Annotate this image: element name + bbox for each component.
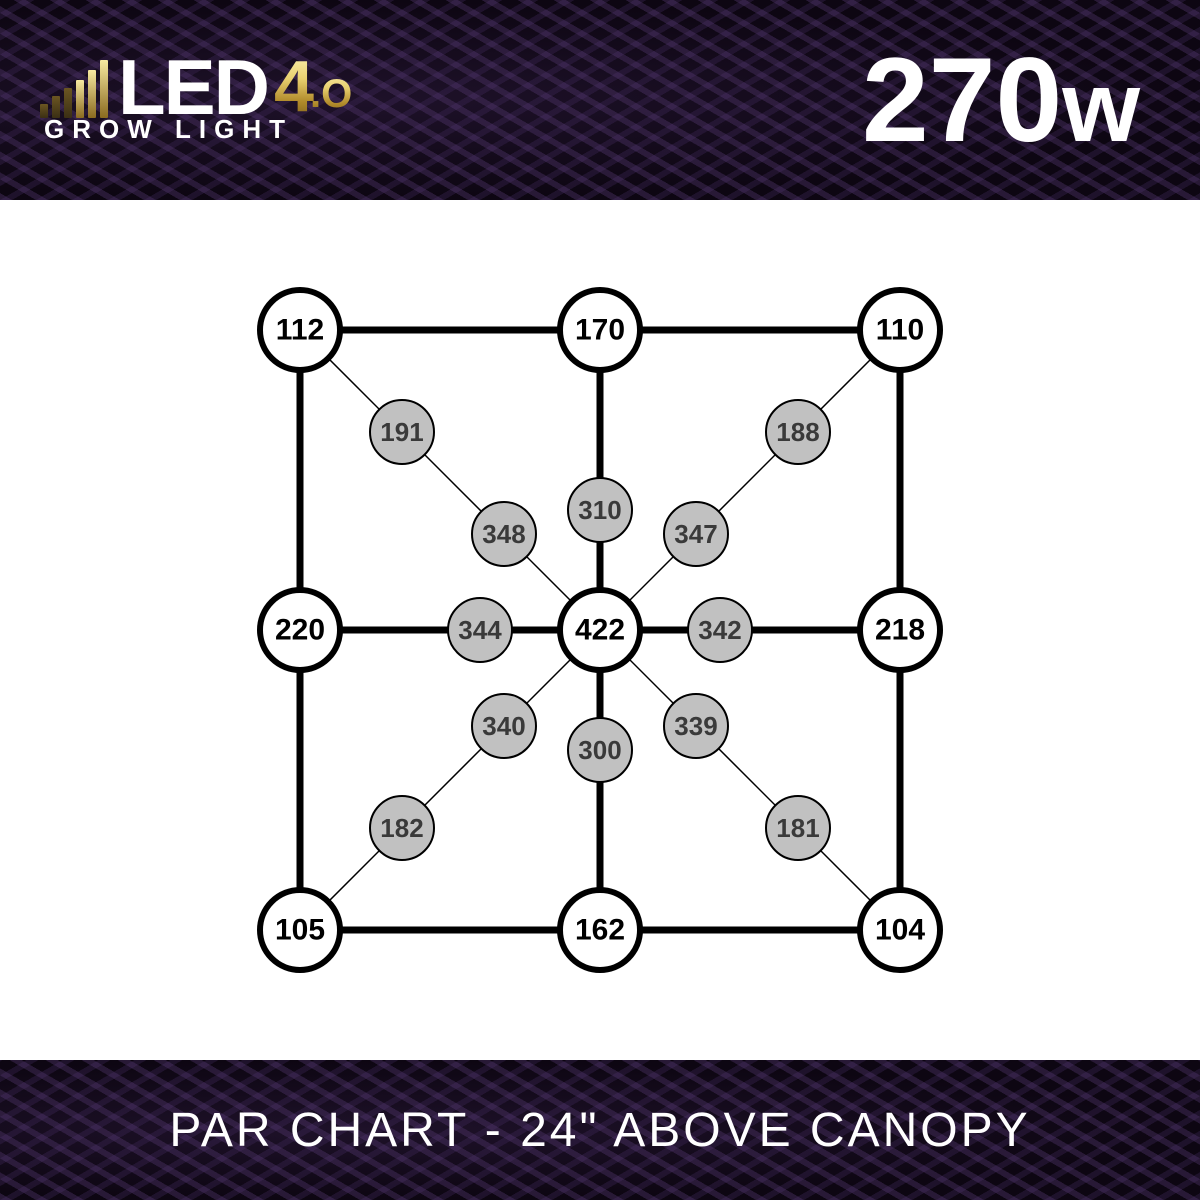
outer-node-mr: 218 (860, 590, 940, 670)
wattage-unit: w (1062, 51, 1140, 163)
svg-text:191: 191 (380, 417, 423, 447)
inner-node: 188 (766, 400, 830, 464)
inner-node: 310 (568, 478, 632, 542)
svg-text:422: 422 (575, 614, 625, 647)
inner-node: 348 (472, 502, 536, 566)
svg-text:218: 218 (875, 614, 925, 647)
footer-banner: PAR CHART - 24" ABOVE CANOPY (0, 1060, 1200, 1200)
svg-text:104: 104 (875, 914, 925, 947)
svg-text:162: 162 (575, 914, 625, 947)
svg-text:339: 339 (674, 711, 717, 741)
outer-node-br: 104 (860, 890, 940, 970)
header-banner: LED 4 .O GROW LIGHT 270w (0, 0, 1200, 200)
svg-text:112: 112 (276, 314, 324, 347)
inner-node: 347 (664, 502, 728, 566)
outer-node-tl: 112 (260, 290, 340, 370)
brand-logo: LED 4 .O GROW LIGHT (40, 56, 352, 145)
outer-node-tc: 170 (560, 290, 640, 370)
svg-text:310: 310 (578, 495, 621, 525)
wattage-value: 270 (862, 33, 1062, 167)
svg-text:344: 344 (458, 615, 502, 645)
svg-text:347: 347 (674, 519, 717, 549)
inner-node: 182 (370, 796, 434, 860)
logo-version-suffix: .O (310, 74, 352, 114)
inner-node: 344 (448, 598, 512, 662)
svg-text:300: 300 (578, 735, 621, 765)
inner-node: 300 (568, 718, 632, 782)
outer-node-ml: 220 (260, 590, 340, 670)
svg-text:220: 220 (275, 614, 325, 647)
wattage-label: 270w (862, 40, 1140, 160)
footer-title: PAR CHART - 24" ABOVE CANOPY (169, 1103, 1030, 1158)
svg-text:105: 105 (275, 914, 325, 947)
svg-text:340: 340 (482, 711, 525, 741)
svg-text:348: 348 (482, 519, 525, 549)
outer-node-bl: 105 (260, 890, 340, 970)
svg-text:110: 110 (876, 314, 924, 347)
logo-subtitle: GROW LIGHT (44, 114, 352, 145)
inner-node: 339 (664, 694, 728, 758)
inner-node: 181 (766, 796, 830, 860)
inner-node: 342 (688, 598, 752, 662)
outer-node-tr: 110 (860, 290, 940, 370)
par-chart-svg: 310 300 344 342 348 191 347 188 340 182 339 181 112 1… (220, 250, 980, 1010)
inner-node: 340 (472, 694, 536, 758)
outer-node-bc: 162 (560, 890, 640, 970)
svg-text:170: 170 (575, 314, 625, 347)
logo-version-digit: 4 (274, 59, 314, 115)
par-chart-area: 310 300 344 342 348 191 347 188 340 182 339 181 112 1… (0, 200, 1200, 1060)
inner-node: 191 (370, 400, 434, 464)
svg-text:182: 182 (380, 813, 423, 843)
logo-bars-icon (40, 56, 108, 118)
svg-text:342: 342 (698, 615, 741, 645)
logo-led-text: LED (118, 57, 268, 118)
svg-text:188: 188 (776, 417, 819, 447)
outer-node-mc: 422 (560, 590, 640, 670)
svg-text:181: 181 (776, 813, 819, 843)
